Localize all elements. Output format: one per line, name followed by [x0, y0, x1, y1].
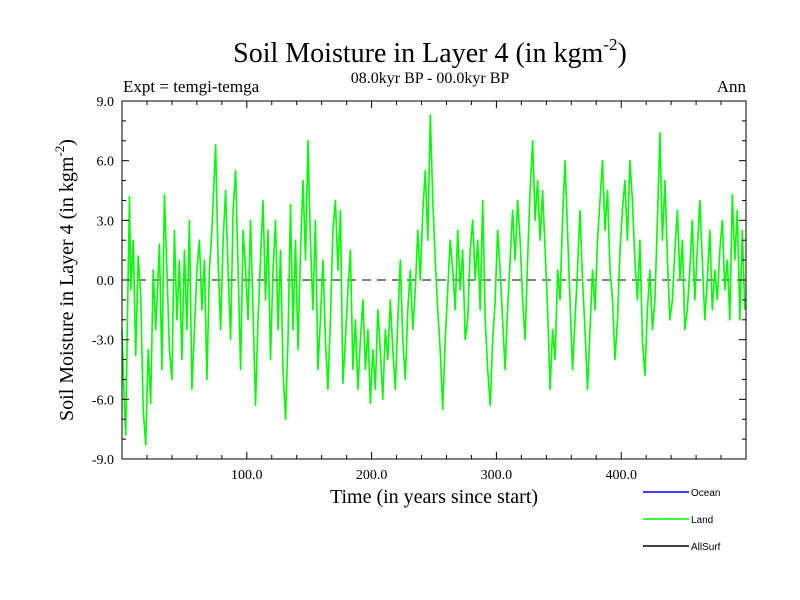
axis-ticks	[122, 100, 746, 460]
legend-label-land: Land	[691, 515, 713, 526]
x-tick-label: 300.0	[481, 468, 513, 483]
x-tick-label: 100.0	[231, 468, 263, 483]
legend: Ocean Land AllSurf	[643, 488, 721, 553]
y-tick-label: -9.0	[92, 453, 114, 468]
y-tick-label: -6.0	[92, 393, 114, 408]
y-tick-label: 6.0	[97, 155, 115, 170]
axis-tick-labels: 100.0 200.0 300.0 400.0 -9.0 -6.0 -3.0 0.0 3.0 6.…	[92, 95, 637, 483]
legend-label-ocean: Ocean	[691, 488, 720, 499]
x-axis-label: Time (in years since start)	[330, 486, 538, 508]
y-tick-label: 9.0	[97, 95, 115, 110]
chart-title: Soil Moisture in Layer 4 (in kgm-2)	[233, 35, 627, 69]
series-land	[121, 114, 746, 446]
y-tick-label: 0.0	[97, 274, 115, 289]
time-range-label: 08.0kyr BP - 00.0kyr BP	[351, 70, 510, 87]
experiment-label: Expt = temgi-temga	[123, 77, 260, 96]
y-axis-label: Soil Moisture in Layer 4 (in kgm-2)	[52, 139, 78, 421]
legend-label-allsurf: AllSurf	[691, 542, 721, 553]
x-tick-label: 400.0	[605, 468, 637, 483]
x-tick-label: 200.0	[356, 468, 388, 483]
y-tick-label: 3.0	[97, 214, 115, 229]
series-line-land	[121, 114, 746, 446]
y-tick-label: -3.0	[92, 334, 114, 349]
season-label: Ann	[717, 77, 747, 96]
